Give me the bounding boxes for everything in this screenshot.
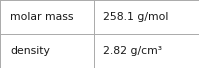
Text: density: density <box>10 46 50 56</box>
Text: molar mass: molar mass <box>10 12 73 22</box>
Text: 2.82 g/cm³: 2.82 g/cm³ <box>103 46 162 56</box>
Text: 258.1 g/mol: 258.1 g/mol <box>103 12 169 22</box>
